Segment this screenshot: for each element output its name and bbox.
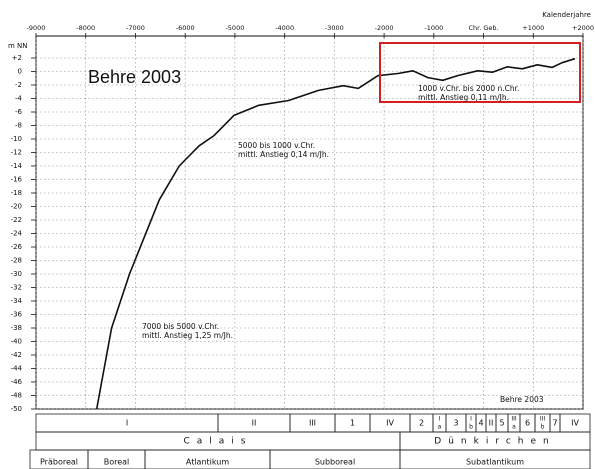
phase-label: b [541, 424, 545, 431]
highlight-box [379, 42, 581, 103]
y-tick-label: -42 [11, 351, 22, 359]
y-tick-label: -50 [11, 405, 22, 413]
y-tick-label: +2 [12, 54, 22, 62]
y-tick-label: -38 [11, 324, 22, 332]
phase-label: 6 [525, 419, 530, 428]
phase-label: 4 [478, 419, 483, 428]
y-tick-label: -20 [11, 203, 22, 211]
transgression-label: Dünkirchen [434, 437, 555, 447]
annotation: Behre 2003 [500, 395, 544, 404]
y-tick-label: -10 [11, 135, 22, 143]
y-tick-label: -30 [11, 270, 22, 278]
x-tick-label: +2000 [572, 24, 594, 32]
y-tick-label: -14 [11, 162, 23, 170]
phase-label: 1 [350, 419, 355, 428]
y-tick-label: -46 [11, 378, 23, 386]
y-tick-label: -26 [11, 243, 23, 251]
phase-label: III [309, 419, 316, 428]
y-tick-label: -24 [11, 230, 23, 238]
x-tick-label: -1000 [424, 24, 443, 32]
y-tick-label: -28 [11, 257, 22, 265]
period-cell [399, 449, 591, 469]
x-tick-label: -2000 [375, 24, 394, 32]
x-tick-label: +1000 [522, 24, 544, 32]
phase-label: I [439, 416, 441, 423]
annotation: mittl. Anstieg 0,11 m/Jh. [418, 93, 509, 102]
x-tick-label: -8000 [76, 24, 95, 32]
sea-level-curve [95, 57, 576, 410]
y-tick-label: -34 [11, 297, 23, 305]
x-tick-label: -7000 [126, 24, 145, 32]
period-label: Subboreal [315, 458, 355, 467]
y-tick-label: -44 [11, 365, 23, 373]
x-tick-label: -3000 [325, 24, 344, 32]
y-tick-label: -18 [11, 189, 22, 197]
phase-label: a [512, 424, 516, 431]
y-tick-label: -2 [15, 81, 22, 89]
y-tick-label: 0 [18, 68, 22, 76]
phase-label: 2 [419, 419, 424, 428]
phase-label: I [126, 419, 128, 428]
y-tick-label: -48 [11, 392, 22, 400]
y-tick-label: -16 [11, 176, 23, 184]
phase-label: III [511, 416, 517, 423]
y-axis-label: m NN [8, 42, 28, 50]
phase-label: b [469, 424, 473, 431]
annotation: 1000 v.Chr. bis 2000 n.Chr. [418, 84, 519, 93]
phase-label: a [438, 424, 442, 431]
y-tick-label: -12 [11, 149, 22, 157]
phase-label: IV [571, 419, 579, 428]
x-tick-label: -9000 [27, 24, 46, 32]
y-tick-label: -40 [11, 338, 22, 346]
phase-label: III [540, 416, 546, 423]
y-tick-label: -6 [15, 108, 23, 116]
period-label: Boreal [104, 458, 130, 467]
annotation: mittl. Anstieg 0,14 m/Jh. [238, 150, 329, 159]
period-label: Präboreal [40, 458, 78, 467]
period-label: Atlantikum [186, 458, 229, 467]
y-tick-label: -36 [11, 311, 23, 319]
x-tick-label: Chr. Geb. [468, 24, 498, 32]
annotation: 7000 bis 5000 v.Chr. [142, 322, 219, 331]
transgression-label: Calais [183, 437, 252, 447]
phase-label: IV [386, 419, 394, 428]
annotation: mittl. Anstieg 1,25 m/Jh. [142, 331, 233, 340]
phase-label: 5 [499, 419, 504, 428]
x-tick-label: -4000 [275, 24, 294, 32]
period-label: Subatlantikum [466, 458, 524, 467]
phase-label: II [252, 419, 257, 428]
y-tick-label: -32 [11, 284, 22, 292]
y-tick-label: -4 [15, 95, 23, 103]
x-axis-label: Kalenderjahre [542, 11, 591, 19]
x-tick-label: -6000 [176, 24, 195, 32]
y-tick-label: -8 [15, 122, 22, 130]
phase-label: II [489, 419, 494, 428]
phase-label: 7 [552, 419, 557, 428]
x-tick-label: -5000 [225, 24, 244, 32]
annotation: 5000 bis 1000 v.Chr. [238, 141, 315, 150]
y-tick-label: -22 [11, 216, 22, 224]
phase-label: 3 [453, 419, 458, 428]
annotation: Behre 2003 [88, 67, 181, 87]
phase-label: I [470, 416, 472, 423]
